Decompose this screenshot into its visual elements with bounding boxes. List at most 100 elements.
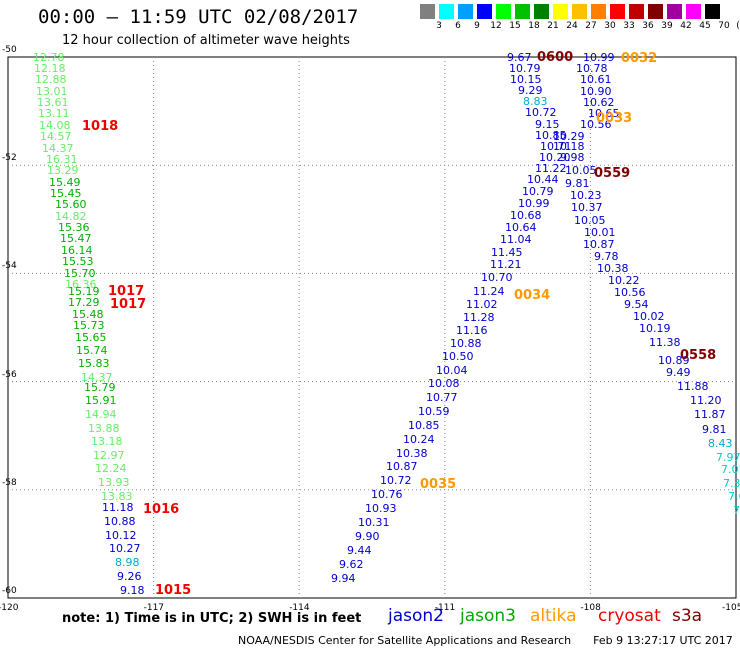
swh-measurement: 10.64	[505, 221, 537, 234]
swh-measurement: 10.29	[553, 130, 585, 143]
swh-measurement: 10.24	[403, 433, 435, 446]
swh-measurement: 14.57	[40, 130, 72, 143]
swh-measurement: 10.22	[608, 274, 640, 287]
swh-measurement: 15.36	[58, 221, 90, 234]
lon-label: -114	[289, 603, 310, 613]
scale-swatch	[705, 4, 720, 19]
swh-measurement: 10.59	[418, 405, 450, 418]
swh-measurement: 13.61	[37, 96, 69, 109]
swh-measurement: 10.62	[583, 96, 615, 109]
swh-measurement: 12.24	[95, 462, 127, 475]
swh-measurement: 9.81	[702, 423, 727, 436]
swh-measurement: 16.14	[61, 244, 93, 257]
scale-swatch	[648, 4, 663, 19]
swh-measurement: 10.72	[525, 106, 557, 119]
swh-measurement: 15.49	[49, 176, 81, 189]
swh-measurement: 11.22	[535, 162, 567, 175]
swh-measurement: 11.38	[649, 336, 681, 349]
swh-measurement: 11.21	[490, 258, 522, 271]
swh-measurement: 9.54	[624, 298, 649, 311]
swh-measurement: 10.93	[365, 502, 397, 515]
swh-measurement: 10.87	[583, 238, 615, 251]
scale-label: 30	[604, 21, 616, 31]
swh-measurement: 13.18	[91, 435, 123, 448]
scale-swatch	[439, 4, 454, 19]
scale-label: 42	[680, 21, 692, 31]
swh-measurement: 11.02	[466, 298, 498, 311]
swh-measurement: 10.88	[104, 515, 136, 528]
swh-measurement: 10.79	[522, 185, 554, 198]
swh-measurement: 9.78	[594, 250, 619, 263]
swh-measurement: 7.6	[728, 490, 740, 503]
swh-measurement: 13.83	[101, 490, 133, 503]
swh-measurement: 10.85	[535, 129, 567, 142]
swh-measurement: 10.20	[539, 151, 571, 164]
swh-measurement: 15.45	[50, 187, 82, 200]
swh-measurement: 12.97	[93, 449, 125, 462]
map-title: 00:00 — 11:59 UTC 02/08/2017	[38, 6, 359, 28]
swh-measurement: 10.12	[105, 529, 137, 542]
swh-measurement: 10.72	[380, 474, 412, 487]
swh-measurement: 12.78	[33, 51, 65, 64]
swh-measurement: 10.44	[527, 173, 559, 186]
swh-measurement: 14.37	[42, 142, 74, 155]
scale-swatch	[686, 4, 701, 19]
swh-measurement: 15.53	[62, 255, 94, 268]
swh-measurement: 11.24	[473, 285, 505, 298]
pass-time-label: 1017	[110, 297, 147, 312]
lat-label: -52	[2, 153, 17, 164]
scale-swatch	[667, 4, 682, 19]
swh-measurement: 10.99	[518, 197, 550, 210]
satellite-legend-jason2: jason2	[388, 606, 444, 626]
swh-measurement: 10.27	[109, 542, 141, 555]
swh-measurement: 10.56	[580, 118, 612, 131]
swh-measurement: 11.88	[677, 380, 709, 393]
scale-swatch	[572, 4, 587, 19]
swh-measurement: 10.38	[396, 447, 428, 460]
swh-measurement: 11.28	[463, 311, 495, 324]
credit-text: NOAA/NESDIS Center for Satellite Applica…	[238, 634, 572, 647]
scale-label: 3	[436, 21, 442, 31]
swh-measurement: 11.18	[102, 501, 134, 514]
satellite-legend-cryosat: cryosat	[598, 606, 661, 626]
lat-label: -58	[2, 477, 17, 488]
swh-measurement: 11.87	[694, 408, 726, 421]
swh-measurement: 12.88	[35, 73, 67, 86]
swh-measurement: 9.18	[120, 584, 145, 597]
pass-time-label: 1017	[108, 284, 145, 299]
satellite-legend-jason3: jason3	[460, 606, 516, 626]
swh-measurement: 14.94	[85, 408, 117, 421]
swh-measurement: 11.45	[491, 246, 523, 259]
lat-label: -60	[2, 586, 17, 596]
scale-swatch	[420, 4, 435, 19]
scale-label: 18	[528, 21, 540, 31]
swh-measurement: 10.79	[509, 62, 541, 75]
scale-label: 24	[566, 21, 578, 31]
swh-measurement: 14.37	[81, 371, 113, 384]
swh-measurement: 10.50	[442, 350, 474, 363]
scale-swatch	[477, 4, 492, 19]
scale-label: 70	[718, 21, 730, 31]
swh-measurement: 13.11	[38, 107, 70, 120]
swh-measurement: 9.26	[117, 570, 142, 583]
swh-measurement: 9.44	[347, 544, 372, 557]
swh-measurement: 10.89	[658, 354, 690, 367]
swh-measurement: 9.49	[666, 366, 691, 379]
swh-measurement: 10.08	[428, 377, 460, 390]
scale-swatch	[629, 4, 644, 19]
swh-measurement: 10.38	[597, 262, 629, 275]
swh-measurement: 9.94	[331, 572, 356, 585]
swh-measurement: 7.01	[721, 463, 740, 476]
swh-measurement: 13.29	[47, 164, 79, 177]
swh-measurement: 16.36	[65, 278, 97, 291]
swh-measurement: 15.65	[75, 331, 107, 344]
scale-label: 6	[455, 21, 461, 31]
scale-swatch	[534, 4, 549, 19]
swh-measurement: 9.98	[560, 151, 585, 164]
scale-label: 9	[474, 21, 480, 31]
swh-measurement: 7.97	[716, 451, 740, 464]
swh-measurement: 8.83	[523, 95, 548, 108]
swh-measurement: 13.93	[98, 476, 130, 489]
swh-measurement: 11.04	[500, 233, 532, 246]
